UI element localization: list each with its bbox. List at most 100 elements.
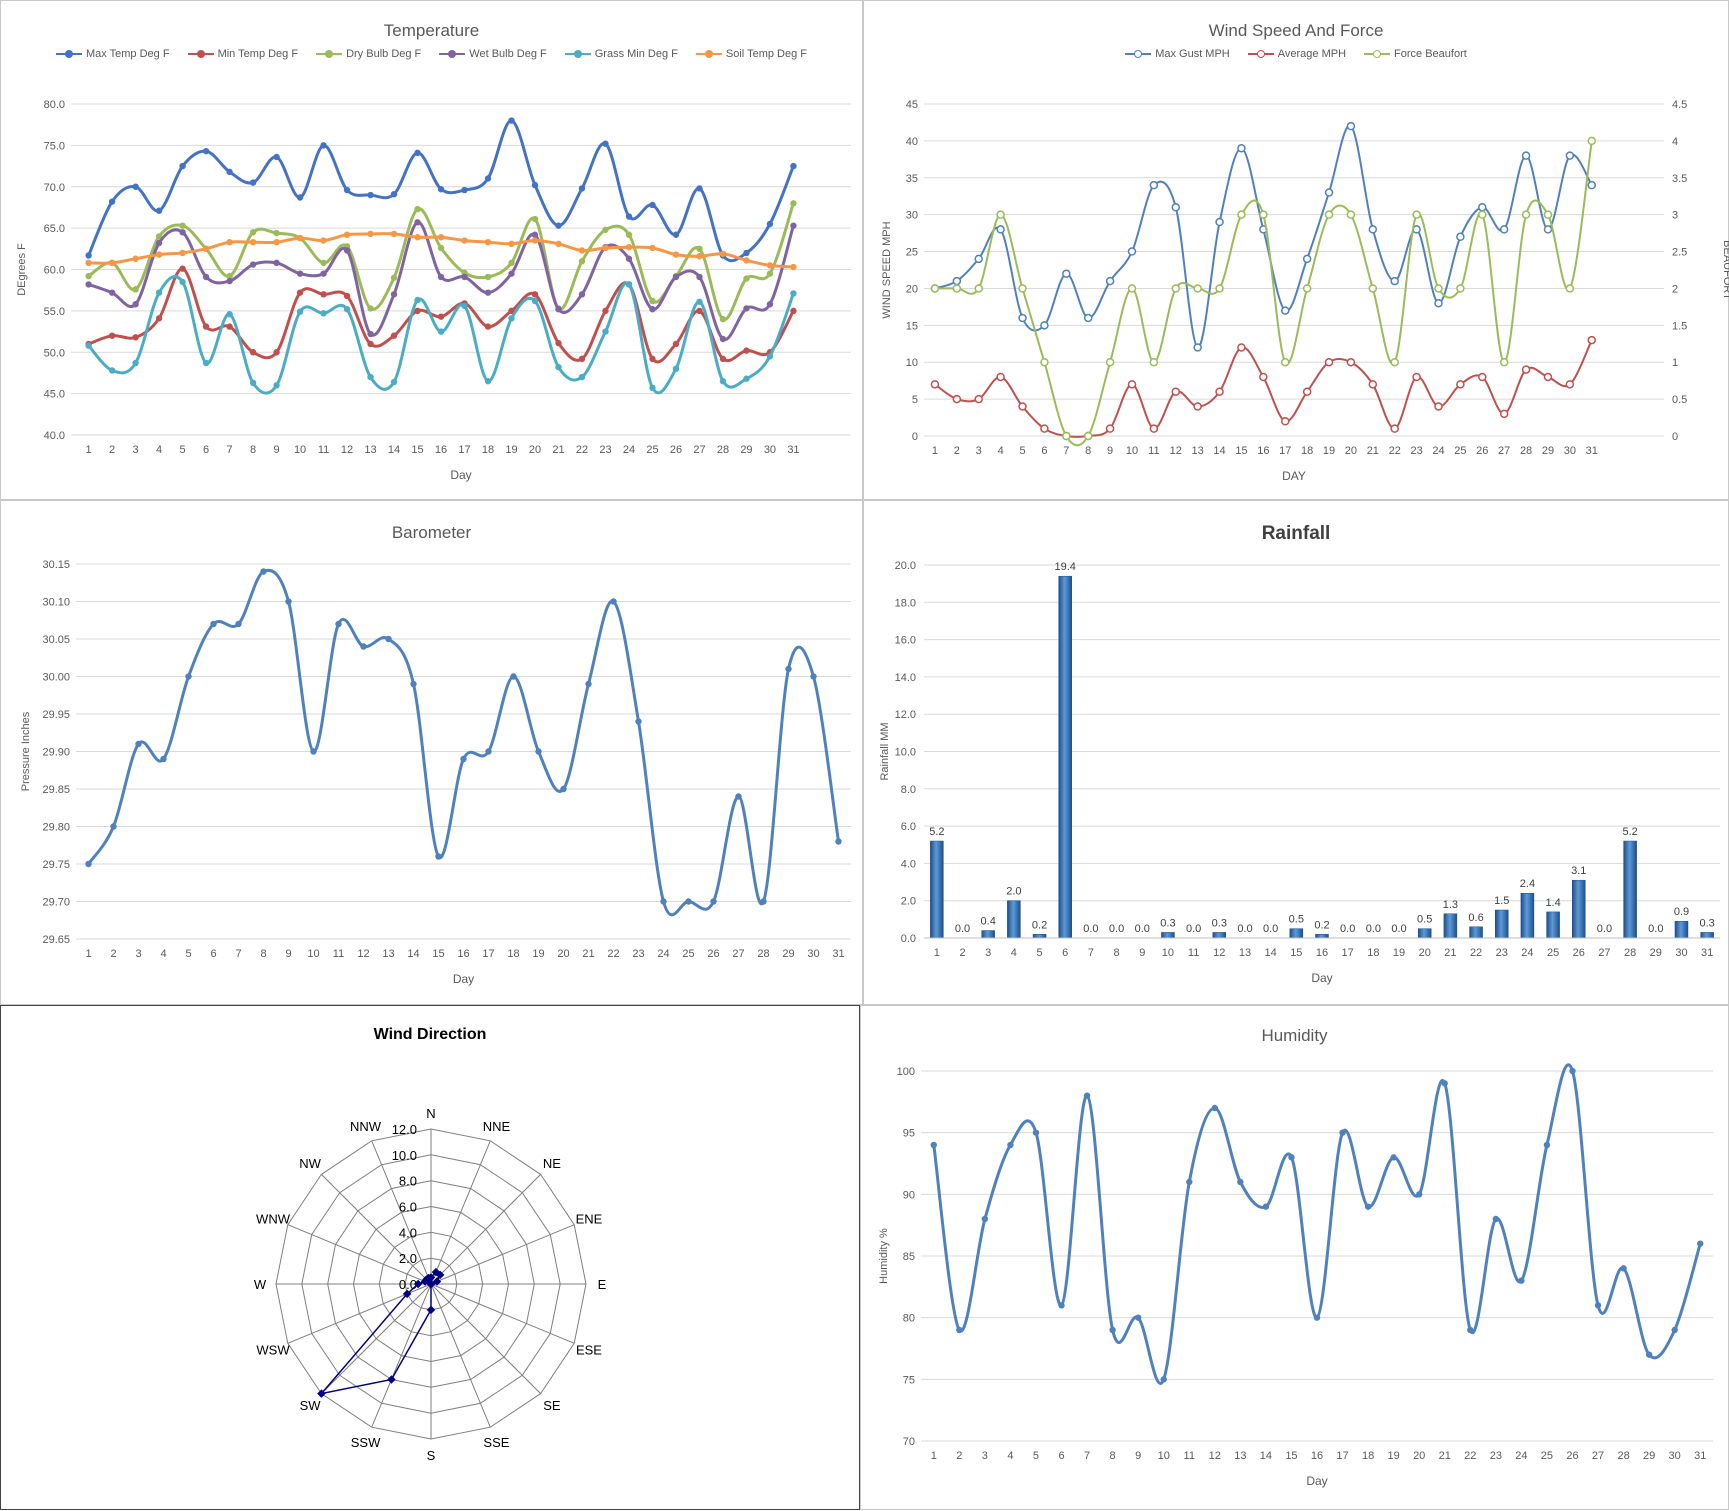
x-tick-label: 26 xyxy=(1573,947,1585,959)
data-label: 0.3 xyxy=(1700,917,1715,929)
y-tick-label: 0.0 xyxy=(901,933,916,945)
data-point xyxy=(1083,313,1093,323)
x-tick-label: 18 xyxy=(1367,947,1379,959)
data-point xyxy=(1149,357,1159,367)
data-point xyxy=(1478,203,1487,212)
x-tick-label: 22 xyxy=(1464,1450,1476,1462)
data-point xyxy=(179,278,186,286)
x-tick-label: 13 xyxy=(1234,1450,1246,1462)
data-point xyxy=(1543,225,1553,234)
y-tick-label: 50.0 xyxy=(44,347,65,359)
data-point xyxy=(390,274,398,281)
data-point xyxy=(743,347,750,354)
x-tick-label: 28 xyxy=(1520,445,1532,457)
data-label: 0.0 xyxy=(1237,923,1252,935)
data-point xyxy=(1390,276,1399,286)
direction-label: NNE xyxy=(483,1119,511,1134)
data-point xyxy=(317,1389,326,1398)
x-tick-label: 21 xyxy=(1444,947,1456,959)
y-tick-label: 6.0 xyxy=(901,821,916,833)
data-point xyxy=(743,375,750,382)
legend-item: Force Beaufort xyxy=(1364,48,1467,60)
data-point xyxy=(685,898,692,905)
data-point xyxy=(437,234,445,241)
y-tick-label: 10.0 xyxy=(895,747,916,759)
data-point xyxy=(461,273,468,281)
data-point xyxy=(387,1375,396,1384)
legend-label: Dry Bulb Deg F xyxy=(346,48,422,60)
data-point xyxy=(696,307,703,315)
data-point xyxy=(649,297,656,305)
x-tick-label: 10 xyxy=(1162,947,1174,959)
data-label: 0.6 xyxy=(1468,912,1483,924)
data-point xyxy=(285,598,292,605)
data-point xyxy=(578,185,586,192)
x-tick-label: 8 xyxy=(1085,445,1091,457)
x-tick-label: 15 xyxy=(411,444,423,456)
data-point xyxy=(785,665,792,673)
data-point xyxy=(1007,1141,1014,1149)
data-point xyxy=(1211,1104,1219,1112)
data-point xyxy=(461,302,468,310)
data-point xyxy=(766,301,774,308)
x-tick-label: 17 xyxy=(1279,445,1291,457)
data-point xyxy=(790,263,797,271)
rainfall-bar xyxy=(1546,911,1560,939)
data-point xyxy=(484,273,492,281)
x-tick-label: 30 xyxy=(807,948,819,960)
x-tick-label: 24 xyxy=(1521,947,1533,959)
x-tick-label: 11 xyxy=(333,948,344,960)
direction-label: SSE xyxy=(483,1435,509,1450)
data-point xyxy=(1127,284,1137,293)
data-point xyxy=(790,307,797,315)
y-right-tick-label: 3 xyxy=(1672,210,1678,222)
data-point xyxy=(952,276,962,286)
data-point xyxy=(649,306,656,313)
direction-label: NNW xyxy=(350,1119,382,1134)
y-tick-label: 45.0 xyxy=(44,389,65,401)
data-point xyxy=(235,620,242,628)
legend-item: Average MPH xyxy=(1247,48,1346,60)
data-point xyxy=(385,635,392,643)
y-tick-label: 80.0 xyxy=(44,99,65,111)
data-point xyxy=(1441,1080,1448,1087)
radial-tick-label: 0.0 xyxy=(399,1277,417,1292)
x-tick-label: 1 xyxy=(85,948,91,960)
y-tick-label: 40.0 xyxy=(44,430,65,442)
direction-label: NW xyxy=(299,1156,321,1171)
x-tick-label: 11 xyxy=(318,444,329,456)
x-tick-label: 23 xyxy=(1410,445,1422,457)
x-tick-label: 16 xyxy=(1316,947,1328,959)
series-line xyxy=(934,124,1593,349)
data-point xyxy=(249,379,257,387)
rainfall-bar xyxy=(1289,928,1304,939)
data-point xyxy=(649,384,656,392)
data-point xyxy=(1543,372,1553,382)
data-point xyxy=(1193,402,1202,411)
x-tick-label: 31 xyxy=(787,444,799,456)
data-point xyxy=(132,301,139,308)
x-tick-label: 27 xyxy=(1592,1450,1604,1462)
y-tick-label: 5 xyxy=(912,394,918,406)
data-point xyxy=(390,230,398,238)
x-tick-label: 16 xyxy=(1311,1450,1323,1462)
data-label: 5.2 xyxy=(929,826,944,838)
data-point xyxy=(672,365,680,372)
data-point xyxy=(179,162,186,170)
data-point xyxy=(602,140,609,147)
data-point xyxy=(320,237,327,244)
x-tick-label: 1 xyxy=(934,947,940,959)
data-point xyxy=(485,748,492,755)
x-tick-label: 8 xyxy=(250,444,256,456)
data-point xyxy=(390,190,398,198)
data-point xyxy=(578,355,586,363)
legend-item: Max Gust MPH xyxy=(1125,48,1230,60)
y-tick-label: 40 xyxy=(906,136,918,148)
data-point xyxy=(320,142,327,149)
y-right-tick-label: 0.5 xyxy=(1672,394,1687,406)
legend-item: Max Temp Deg F xyxy=(56,48,170,60)
x-tick-label: 9 xyxy=(274,444,280,456)
humidity-chart-panel: Humidity 70 75 80 85 90 95 100 1 2 3 4 5 6 7 8 9 10 11 12 1… xyxy=(860,1005,1729,1510)
x-tick-label: 4 xyxy=(998,445,1004,457)
